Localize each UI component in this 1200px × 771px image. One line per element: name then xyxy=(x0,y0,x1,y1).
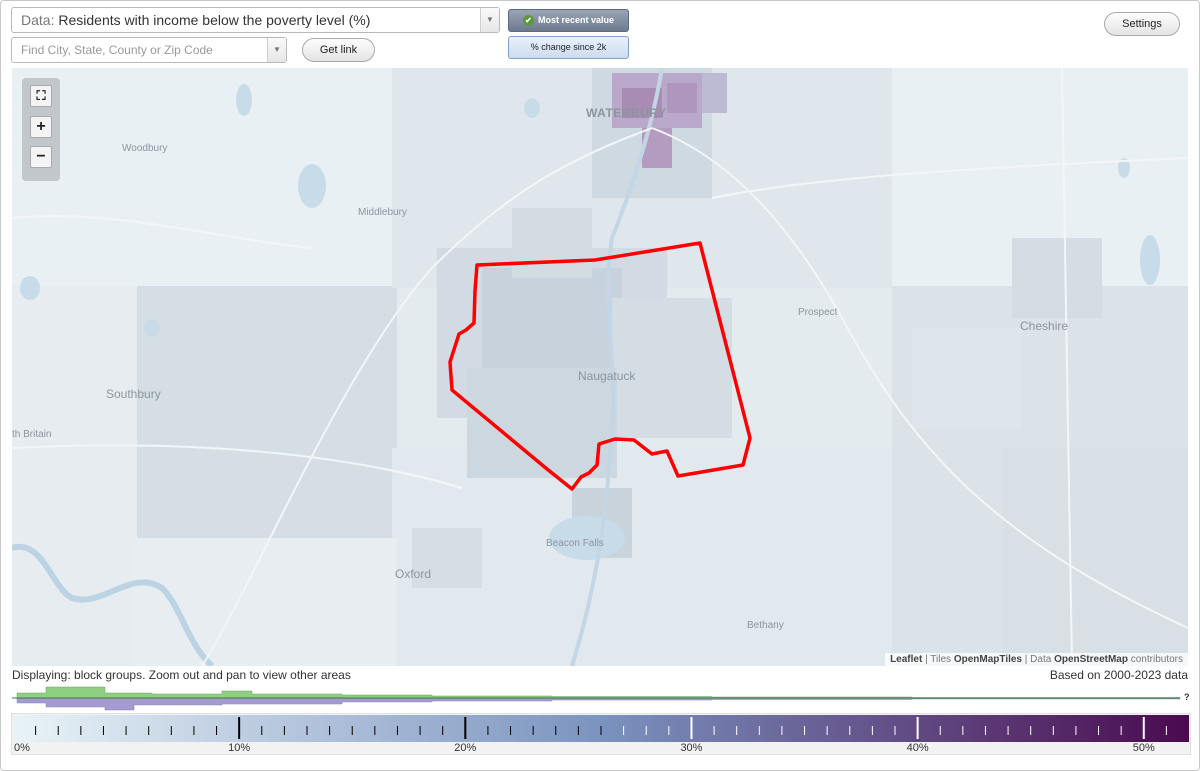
fullscreen-icon[interactable]: ⛶ xyxy=(30,85,52,107)
attribution-tiles-prefix: Tiles xyxy=(930,654,952,665)
legend-labels: 0% 10% 20% 30% 40% 50% xyxy=(14,742,1155,754)
chevron-down-icon[interactable]: ▼ xyxy=(267,38,286,62)
zoom-out-button[interactable]: − xyxy=(30,146,52,168)
legend-tick-label: 40% xyxy=(907,742,929,754)
town-label-prospect: Prospect xyxy=(798,307,838,318)
town-label-southbury: Southbury xyxy=(106,387,161,401)
chevron-down-icon[interactable]: ▼ xyxy=(480,8,499,32)
selected-area-outline xyxy=(448,241,752,491)
zoom-in-button[interactable]: + xyxy=(30,116,52,138)
attribution-suffix: contributors xyxy=(1130,654,1183,665)
displaying-status: Displaying: block groups. Zoom out and p… xyxy=(12,668,351,682)
leaflet-link[interactable]: Leaflet xyxy=(890,654,923,665)
data-select-value: Residents with income below the poverty … xyxy=(58,12,371,28)
census-shading xyxy=(12,68,1188,666)
town-label-new-britain: th Britain xyxy=(12,429,52,440)
most-recent-toggle[interactable]: ✔ Most recent value xyxy=(508,9,629,32)
data-select[interactable]: Data: Residents with income below the po… xyxy=(11,7,500,33)
pct-change-toggle[interactable]: % change since 2k xyxy=(508,36,629,59)
map-attribution: Leaflet | Tiles OpenMapTiles | Data Open… xyxy=(885,653,1188,666)
water-bodies xyxy=(20,84,1160,560)
color-legend: 0% 10% 20% 30% 40% 50% xyxy=(11,713,1191,755)
town-label-beacon-falls: Beacon Falls xyxy=(546,538,604,549)
check-icon: ✔ xyxy=(522,15,534,27)
based-on-status: Based on 2000-2023 data xyxy=(1049,668,1188,682)
legend-tick-label: 0% xyxy=(14,742,30,754)
openmaptiles-link[interactable]: OpenMapTiles xyxy=(953,654,1022,665)
get-link-button[interactable]: Get link xyxy=(302,38,375,62)
town-label-oxford: Oxford xyxy=(395,567,432,581)
naugatuck-river xyxy=(570,68,664,666)
openstreetmap-link[interactable]: OpenStreetMap xyxy=(1054,654,1128,665)
histogram-lower xyxy=(12,697,1181,711)
histogram-unknown-label: ? xyxy=(1184,692,1190,702)
distribution-histogram: ? xyxy=(12,686,1190,711)
map[interactable]: WATERBURY Woodbury Middlebury Prospect C… xyxy=(12,68,1188,666)
legend-tick-label: 30% xyxy=(680,742,702,754)
most-recent-label: Most recent value xyxy=(537,15,615,25)
town-label-middlebury: Middlebury xyxy=(358,207,407,218)
attribution-data-prefix: Data xyxy=(1030,654,1052,665)
town-label-woodbury: Woodbury xyxy=(122,143,168,154)
map-canvas xyxy=(12,68,1188,666)
search-input[interactable]: Find City, State, County or Zip Code ▼ xyxy=(11,37,287,63)
legend-tick-label: 10% xyxy=(228,742,250,754)
histogram-upper xyxy=(12,686,1181,699)
town-label-bethany: Bethany xyxy=(747,620,784,631)
roads xyxy=(12,68,1188,666)
town-label-naugatuck: Naugatuck xyxy=(578,369,636,383)
search-placeholder: Find City, State, County or Zip Code xyxy=(21,43,213,57)
legend-ticks xyxy=(35,717,1167,739)
town-label-cheshire: Cheshire xyxy=(1020,319,1069,333)
legend-tick-label: 20% xyxy=(454,742,476,754)
housatonic-river xyxy=(12,543,215,666)
town-label-waterbury: WATERBURY xyxy=(586,106,667,120)
data-select-prefix: Data: xyxy=(21,12,55,28)
settings-button[interactable]: Settings xyxy=(1104,12,1180,36)
zoom-controls: ⛶ + − xyxy=(22,78,60,181)
legend-tick-label: 50% xyxy=(1133,742,1155,754)
